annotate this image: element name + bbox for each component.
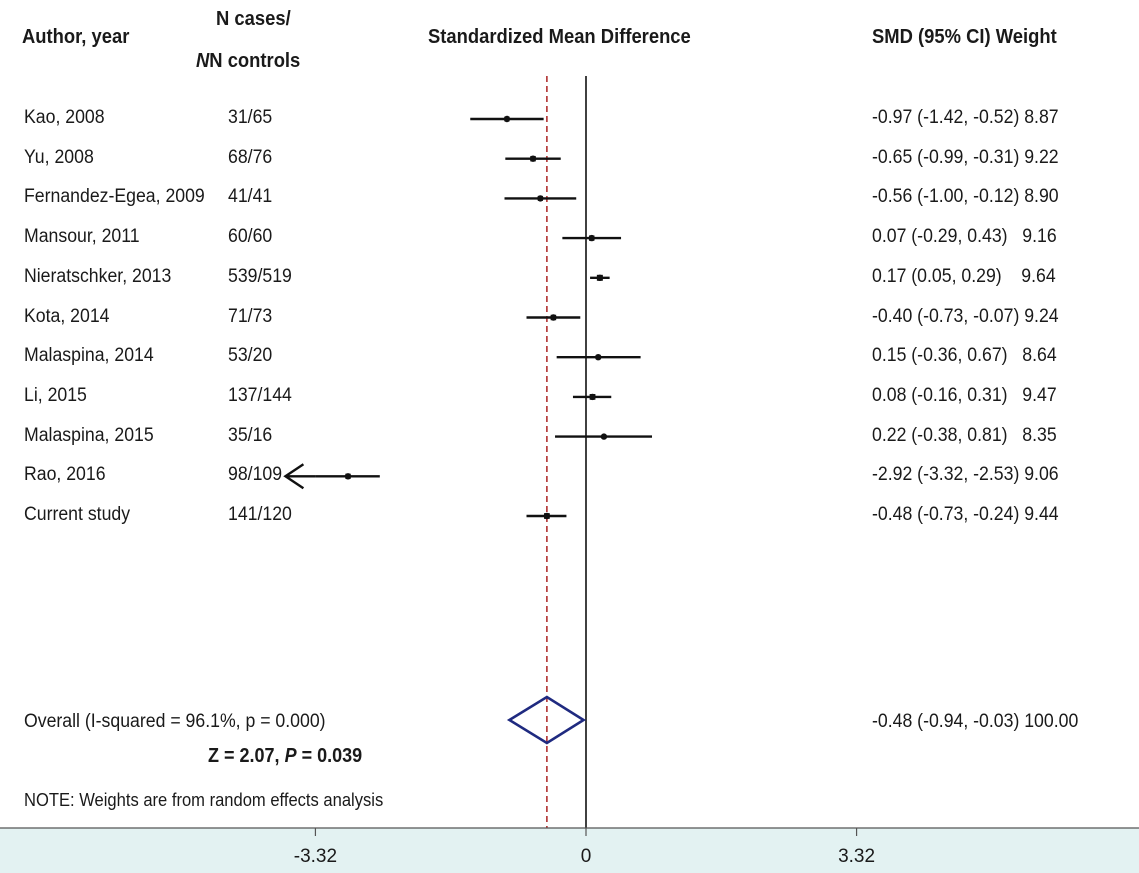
x-tick-label: -3.32	[293, 846, 338, 867]
study-stats: -0.97 (-1.42, -0.52) 8.87	[872, 107, 1059, 128]
point-center	[503, 115, 511, 123]
header-n-controls: NN controls	[196, 50, 301, 72]
study-stats: -0.65 (-0.99, -0.31) 9.22	[872, 146, 1059, 168]
study-name: Yu, 2008	[24, 146, 94, 168]
p-label: P	[284, 745, 297, 767]
point-center	[600, 433, 608, 440]
table-row: Fernandez-Egea, 2009 41/41 -0.56 (-1.00, -…	[0, 178, 1139, 218]
study-name: Current study	[24, 504, 131, 525]
study-name: Fernandez-Egea, 2009	[24, 186, 205, 208]
z-test-line: Z = 2.07, P = 0.039	[208, 745, 363, 767]
study-sample-size: 98/109	[228, 464, 283, 486]
p-value: 0.039	[317, 745, 363, 767]
axis-band	[0, 828, 1139, 873]
study-name: Nieratschker, 2013	[24, 265, 172, 287]
study-stats: -0.40 (-0.73, -0.07) 9.24	[872, 305, 1059, 327]
study-name: Kao, 2008	[24, 107, 105, 128]
point-center	[596, 274, 604, 281]
study-stats: 0.17 (0.05, 0.29) 9.64	[872, 265, 1056, 287]
point-center	[543, 512, 551, 520]
table-row: Nieratschker, 2013 539/519 0.17 (0.05, 0.2…	[0, 258, 1139, 298]
z-value: 2.07	[239, 745, 275, 767]
header-stats: SMD (95% CI) Weight	[872, 26, 1057, 48]
table-row: Rao, 2016 98/109 -2.92 (-3.32, -2.53) 9.06	[0, 456, 1139, 496]
study-stats: 0.22 (-0.38, 0.81) 8.35	[872, 424, 1057, 446]
table-row: Mansour, 2011 60/60 0.07 (-0.29, 0.43) 9.1…	[0, 218, 1139, 258]
z-label: Z	[208, 745, 219, 767]
study-name: Mansour, 2011	[24, 226, 140, 248]
table-row: Current study 141/120 -0.48 (-0.73, -0.24)…	[0, 496, 1139, 536]
overall-diamond	[506, 695, 587, 745]
table-row: Yu, 2008 68/76 -0.65 (-0.99, -0.31) 9.22	[0, 139, 1139, 179]
study-sample-size: 53/20	[228, 345, 273, 367]
table-row: Malaspina, 2015 35/16 0.22 (-0.38, 0.81) 8…	[0, 417, 1139, 457]
study-stats: -0.48 (-0.73, -0.24) 9.44	[872, 504, 1059, 525]
point-center	[550, 314, 557, 321]
study-sample-size: 539/519	[228, 265, 292, 287]
point-center	[589, 393, 596, 401]
x-tick-label: 3.32	[838, 846, 876, 867]
study-sample-size: 31/65	[228, 107, 273, 128]
weights-note: NOTE: Weights are from random effects an…	[24, 790, 384, 810]
table-row: Kao, 2008 31/65 -0.97 (-1.42, -0.52) 8.87	[0, 99, 1139, 139]
x-tick-label: 0	[580, 846, 592, 867]
header-author: Author, year	[22, 26, 130, 48]
point-center	[595, 354, 602, 361]
point-center	[588, 234, 595, 242]
point-center	[537, 195, 544, 202]
study-stats: -0.56 (-1.00, -0.12) 8.90	[872, 186, 1059, 208]
study-stats: 0.08 (-0.16, 0.31) 9.47	[872, 384, 1057, 406]
study-stats: 0.07 (-0.29, 0.43) 9.16	[872, 226, 1057, 248]
study-sample-size: 137/144	[228, 384, 292, 406]
study-name: Kota, 2014	[24, 305, 110, 327]
header-plot: Standardized Mean Difference	[428, 26, 691, 48]
study-sample-size: 68/76	[228, 146, 273, 168]
study-name: Rao, 2016	[24, 464, 106, 486]
point-center	[529, 155, 537, 162]
study-stats: -2.92 (-3.32, -2.53) 9.06	[872, 464, 1059, 486]
overall-stats: -0.48 (-0.94, -0.03) 100.00	[872, 711, 1079, 732]
header-n-controls-text: N controls	[209, 50, 301, 72]
header-n-cases: N cases/	[216, 8, 291, 30]
clipped-arrow-icon	[283, 463, 316, 490]
study-name: Li, 2015	[24, 384, 87, 406]
point-center	[344, 473, 352, 480]
overall-row: Overall (I-squared = 96.1%, p = 0.000) -…	[0, 703, 1139, 743]
study-sample-size: 71/73	[228, 305, 273, 327]
overall-label: Overall (I-squared = 96.1%, p = 0.000)	[24, 711, 326, 732]
study-sample-size: 41/41	[228, 186, 273, 208]
table-row: Li, 2015 137/144 0.08 (-0.16, 0.31) 9.47	[0, 377, 1139, 417]
study-sample-size: 141/120	[228, 504, 292, 525]
table-row: Malaspina, 2014 53/20 0.15 (-0.36, 0.67) 8…	[0, 337, 1139, 377]
study-stats: 0.15 (-0.36, 0.67) 8.64	[872, 345, 1057, 367]
study-sample-size: 35/16	[228, 424, 273, 446]
study-sample-size: 60/60	[228, 226, 273, 248]
study-name: Malaspina, 2014	[24, 345, 154, 367]
table-row: Kota, 2014 71/73 -0.40 (-0.73, -0.07) 9.24	[0, 298, 1139, 338]
study-name: Malaspina, 2015	[24, 424, 154, 446]
